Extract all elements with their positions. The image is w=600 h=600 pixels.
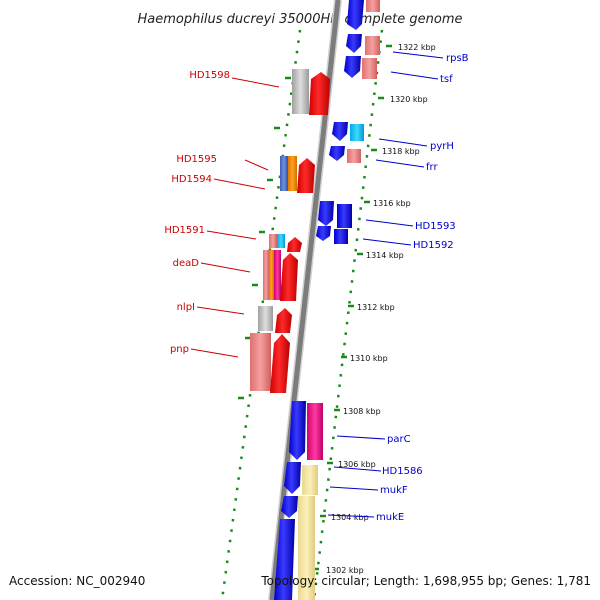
gene-arrow (280, 253, 298, 301)
gene-parC (289, 401, 306, 460)
gene-mukE (274, 519, 295, 600)
gene-label[interactable]: HD1595 (176, 154, 217, 165)
gene-HD1598 (309, 72, 330, 115)
gene-label[interactable]: nlpI (177, 302, 195, 313)
tick-label: 1308 kbp (343, 407, 381, 416)
gene-label[interactable]: HD1591 (164, 225, 205, 236)
tick-label: 1302 kbp (326, 566, 364, 575)
tick-label: 1306 kbp (338, 460, 376, 469)
tick-label: 1318 kbp (382, 147, 420, 156)
gene-pyrH (332, 122, 348, 141)
gene-deaD (263, 250, 269, 300)
gene-HD1594 (288, 156, 297, 191)
gene-block (366, 0, 380, 12)
gene-block (334, 229, 348, 244)
gene-label[interactable]: pyrH (430, 141, 454, 152)
gene-label[interactable]: mukE (376, 512, 404, 523)
gene-label[interactable]: HD1592 (413, 240, 454, 251)
genome-summary-text: Topology: circular; Length: 1,698,955 bp… (261, 574, 591, 588)
gene-label[interactable]: HD1598 (189, 70, 230, 81)
gene-block (302, 465, 318, 495)
gene-block (362, 58, 377, 79)
outer-ring-left (220, 29, 302, 600)
gene-HD1593 (318, 201, 334, 226)
gene-HD1586 (284, 462, 301, 494)
gene-HD1595 (280, 156, 288, 191)
forward-strand-genes (250, 69, 330, 393)
tick-label: 1312 kbp (357, 303, 395, 312)
gene-label[interactable]: pnp (170, 344, 189, 355)
gene-block (277, 234, 285, 248)
gene-label[interactable]: HD1594 (171, 174, 212, 185)
gene-label[interactable]: frr (426, 162, 438, 173)
map-title: Haemophilus ducreyi 35000HP, complete ge… (137, 12, 462, 27)
gene-arrow (275, 308, 292, 333)
gene-HD1592 (316, 226, 331, 241)
tick-label: 1320 kbp (390, 95, 428, 104)
gene-rpsB (346, 34, 362, 53)
accession-text: Accession: NC_002940 (9, 574, 146, 588)
scale-ticks (313, 44, 392, 571)
tick-label: 1314 kbp (366, 251, 404, 260)
gene-arrow (287, 237, 302, 252)
outer-ring-right (312, 29, 384, 600)
tick-label: 1304 kbp (331, 513, 369, 522)
left-label-group (190, 77, 280, 358)
gene-block (307, 403, 323, 460)
gene-label[interactable]: parC (387, 434, 411, 445)
gene-label[interactable]: mukF (380, 485, 408, 496)
gene-block (292, 69, 309, 114)
gene-label[interactable]: deaD (173, 258, 200, 269)
left-ring-ticks (238, 76, 291, 400)
reverse-strand-genes (274, 0, 380, 600)
tick-label: 1316 kbp (373, 199, 411, 208)
tick-label: 1310 kbp (350, 354, 388, 363)
gene-block (347, 149, 361, 163)
gene-label[interactable]: tsf (440, 74, 453, 85)
gene-tsf (344, 56, 361, 78)
gene-frr (329, 146, 345, 161)
gene-pnp (250, 333, 271, 391)
right-label-group (327, 51, 444, 518)
gene-label[interactable]: HD1586 (382, 466, 423, 477)
gene-label[interactable]: rpsB (446, 53, 469, 64)
gene-arrow (297, 158, 315, 193)
gene-block (274, 250, 281, 300)
gene-block (269, 250, 274, 300)
gene-block (298, 496, 315, 600)
gene-block (350, 124, 364, 141)
gene-nlpI (258, 306, 273, 331)
gene-label[interactable]: HD1593 (415, 221, 456, 232)
gene-block (337, 204, 352, 228)
gene-mukF (281, 496, 298, 518)
gene-arrow (347, 0, 364, 30)
tick-label: 1322 kbp (398, 43, 436, 52)
gene-block (365, 36, 380, 55)
gene-arrow (270, 334, 290, 393)
gene-HD1591 (269, 234, 277, 248)
